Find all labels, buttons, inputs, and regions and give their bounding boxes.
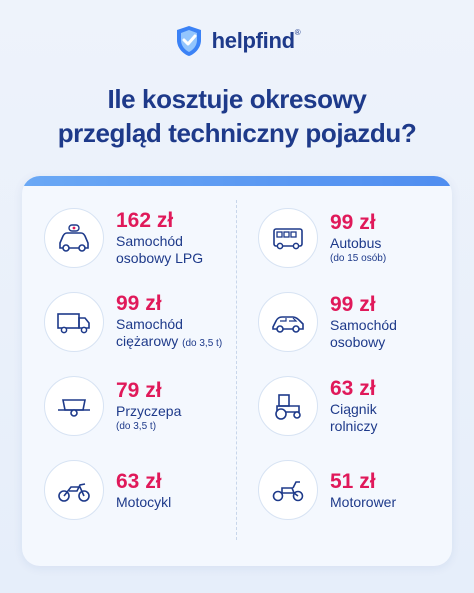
trailer-icon: [44, 376, 104, 436]
car-icon: [258, 292, 318, 352]
page-title-line-1: Ile kosztuje okresowy: [107, 84, 367, 114]
motorcycle-icon: [44, 460, 104, 520]
page-title: Ile kosztuje okresowy przegląd techniczn…: [0, 82, 474, 150]
vehicle-label: Samochód: [330, 317, 397, 333]
price-value: 99 zł: [330, 293, 376, 316]
price-item-car: 99 zł Samochód osobowy: [258, 282, 452, 362]
vehicle-label: Motorower: [330, 493, 397, 510]
card-top-bar: [22, 176, 452, 186]
shield-icon: [176, 26, 201, 56]
price-value: 162 zł: [116, 209, 174, 232]
vehicle-label: Samochód: [116, 233, 183, 249]
price-value: 63 zł: [330, 377, 376, 400]
vehicle-label-2: osobowy: [330, 334, 386, 350]
vehicle-note: (do 15 osób): [330, 252, 387, 264]
price-item-trailer: 79 zł Przyczepa (do 3,5 t): [44, 366, 244, 446]
price-card: 162 zł Samochód osobowy LPG 99 zł Autobu…: [22, 176, 452, 566]
brand-name: helpfind®: [211, 28, 301, 53]
vehicle-label-2: rolniczy: [330, 418, 378, 434]
price-item-motorcycle: 63 zł Motocykl: [44, 450, 244, 530]
scooter-icon: [258, 460, 318, 520]
vehicle-note: (do 3,5 t): [116, 420, 157, 432]
price-item-car-lpg: 162 zł Samochód osobowy LPG: [44, 198, 244, 278]
price-value: 99 zł: [116, 292, 162, 315]
price-value: 63 zł: [116, 469, 162, 493]
vehicle-label-2: ciężarowy (do 3,5 t): [116, 333, 222, 352]
column-divider: [236, 200, 237, 540]
price-item-truck: 99 zł Samochód ciężarowy (do 3,5 t): [44, 282, 244, 362]
price-item-moped: 51 zł Motorower: [258, 450, 452, 530]
vehicle-label: Motocykl: [116, 493, 172, 510]
vehicle-note: (do 3,5 t): [182, 338, 223, 349]
price-item-bus: 99 zł Autobus (do 15 osób): [258, 198, 452, 278]
vehicle-label: Autobus: [330, 234, 382, 251]
price-value: 99 zł: [330, 210, 376, 234]
vehicle-label-2-text: ciężarowy: [116, 333, 179, 349]
vehicle-label-2: osobowy LPG: [116, 250, 204, 266]
brand-logo: helpfind®: [0, 24, 474, 58]
truck-icon: [44, 292, 104, 352]
price-value: 79 zł: [116, 378, 162, 402]
bus-icon: [258, 208, 318, 268]
tractor-icon: [258, 376, 318, 436]
vehicle-label: Ciągnik: [330, 401, 377, 417]
price-item-tractor: 63 zł Ciągnik rolniczy: [258, 366, 452, 446]
vehicle-label: Samochód: [116, 316, 183, 332]
car-lpg-icon: [44, 208, 104, 268]
page-title-line-2: przegląd techniczny pojazdu?: [57, 118, 417, 148]
price-value: 51 zł: [330, 469, 376, 493]
vehicle-label: Przyczepa: [116, 402, 182, 419]
